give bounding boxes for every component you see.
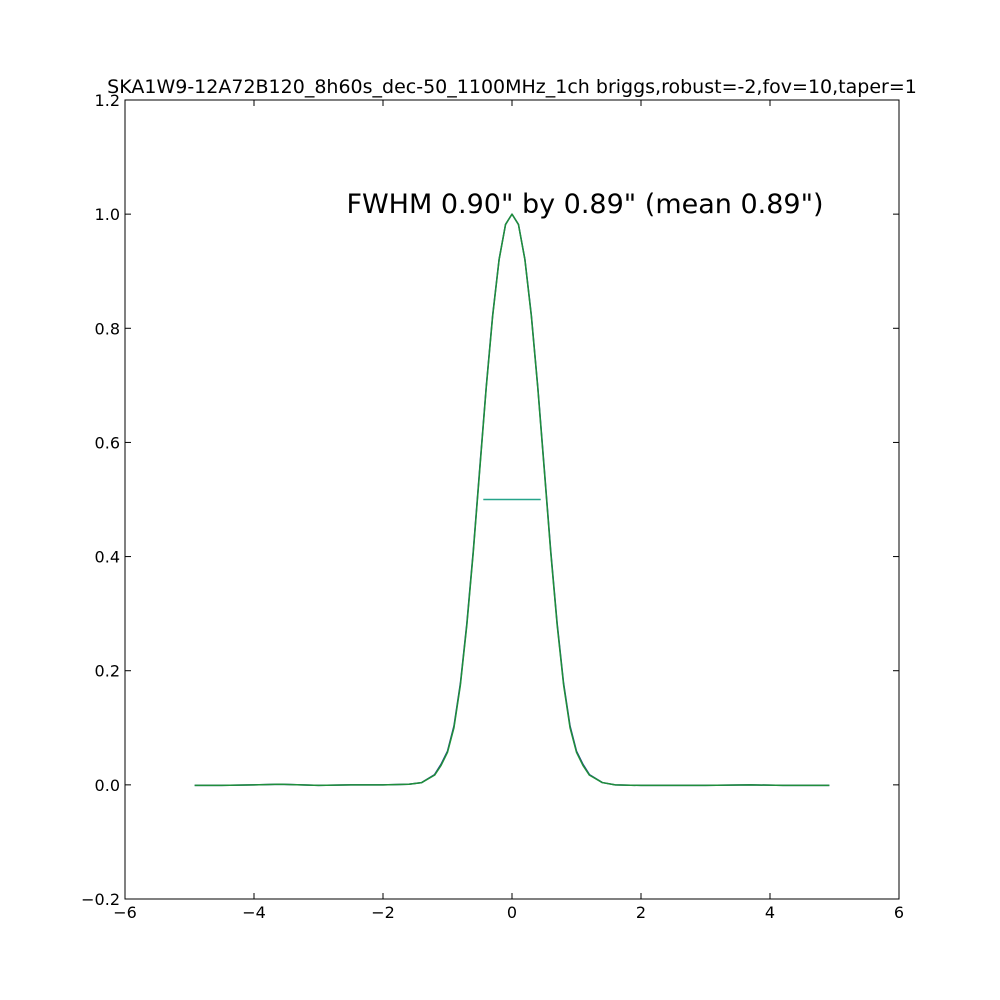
y-tick-label: 0.6 [95, 433, 120, 452]
y-tick-label: 1.2 [95, 91, 120, 110]
x-tick-label: −2 [371, 903, 395, 922]
x-tick-label: 0 [507, 903, 517, 922]
x-tick-label: −6 [113, 903, 137, 922]
y-tick-label: 0.8 [95, 319, 120, 338]
chart-title: SKA1W9-12A72B120_8h60s_dec-50_1100MHz_1c… [107, 76, 917, 98]
y-tick-label: −0.2 [81, 890, 120, 909]
x-tick-label: 4 [765, 903, 775, 922]
y-tick-label: 0.4 [95, 548, 120, 567]
y-tick-label: 0.0 [95, 776, 120, 795]
x-tick-label: 2 [636, 903, 646, 922]
x-tick-label: −4 [242, 903, 266, 922]
y-tick-label: 0.2 [95, 662, 120, 681]
y-tick-label: 1.0 [95, 205, 120, 224]
x-tick-label: 6 [894, 903, 904, 922]
plot-area: −6 −4 −2 0 2 4 6 −0.2 0.0 0.2 0.4 0.6 0.8 1.0 1.2 [81, 91, 904, 922]
fwhm-annotation: FWHM 0.90" by 0.89" (mean 0.89") [346, 189, 823, 220]
series-line-2 [194, 213, 830, 787]
